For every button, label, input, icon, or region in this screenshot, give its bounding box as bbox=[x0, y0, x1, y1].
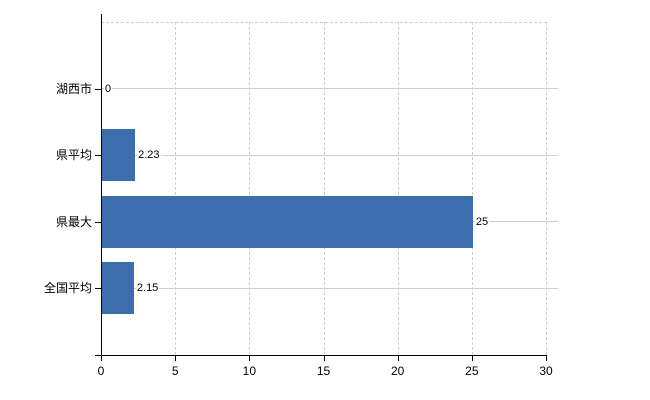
value-label: 2.23 bbox=[137, 148, 161, 163]
y-tick bbox=[95, 88, 101, 90]
x-tick-label: 30 bbox=[539, 364, 553, 378]
x-tick bbox=[471, 356, 473, 361]
gridline-vertical bbox=[397, 22, 399, 355]
x-axis-line bbox=[95, 355, 547, 356]
x-tick-label: 0 bbox=[97, 364, 105, 378]
y-tick bbox=[95, 221, 101, 223]
y-tick bbox=[95, 155, 101, 157]
x-tick bbox=[175, 356, 177, 361]
x-tick-label: 5 bbox=[171, 364, 179, 378]
value-label: 0 bbox=[104, 81, 113, 96]
gridline-vertical bbox=[471, 22, 473, 355]
bar-県最大 bbox=[102, 195, 473, 248]
x-tick bbox=[101, 356, 102, 361]
value-label: 25 bbox=[474, 214, 490, 229]
x-tick bbox=[249, 356, 251, 361]
x-tick bbox=[323, 356, 325, 361]
gridline-horizontal bbox=[101, 88, 558, 90]
x-tick bbox=[397, 356, 399, 361]
gridline-vertical bbox=[249, 22, 251, 355]
gridline-vertical bbox=[546, 22, 547, 355]
gridline-horizontal bbox=[101, 154, 558, 156]
y-axis-line bbox=[101, 14, 102, 361]
x-tick bbox=[546, 356, 547, 361]
gridline-vertical bbox=[323, 22, 325, 355]
y-tick bbox=[95, 288, 101, 290]
x-tick-label: 20 bbox=[390, 364, 405, 378]
x-tick-label: 10 bbox=[242, 364, 256, 378]
category-label-県平均: 県平均 bbox=[55, 148, 92, 163]
x-tick-label: 15 bbox=[316, 364, 331, 378]
category-label-全国平均: 全国平均 bbox=[43, 281, 92, 296]
value-label: 2.15 bbox=[135, 281, 160, 296]
gridline-horizontal bbox=[101, 287, 558, 289]
gridline-vertical bbox=[175, 22, 177, 355]
x-tick-label: 25 bbox=[465, 364, 479, 378]
bar-県平均 bbox=[102, 129, 136, 182]
category-label-湖西市: 湖西市 bbox=[55, 81, 92, 96]
bar-全国平均 bbox=[102, 262, 134, 315]
category-label-県最大: 県最大 bbox=[55, 214, 92, 229]
